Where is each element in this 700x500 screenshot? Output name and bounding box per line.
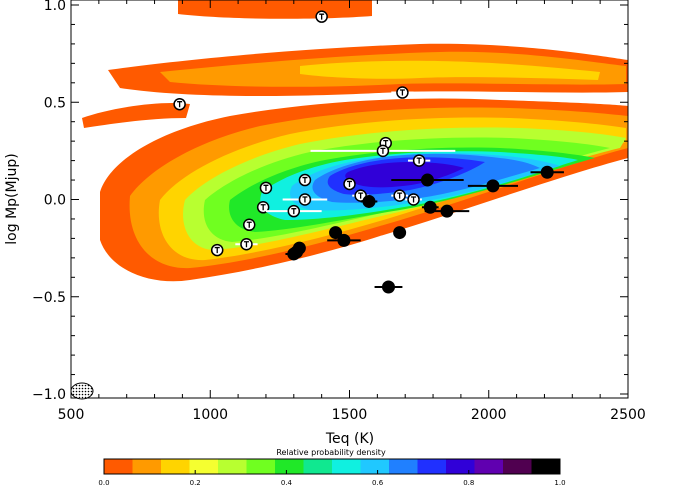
- colorbar-tick-label: 0.8: [463, 479, 474, 487]
- planet-point-glyph: [416, 157, 422, 164]
- planet-point-filled: [287, 247, 301, 261]
- planet-point-glyph: [397, 192, 403, 199]
- colorbar-swatch: [417, 459, 447, 474]
- planet-point-glyph: [263, 184, 269, 191]
- y-tick-label: −1.0: [32, 387, 66, 403]
- planet-point-glyph: [319, 13, 325, 20]
- colorbar-swatch: [389, 459, 418, 474]
- density-background: [82, 0, 628, 282]
- planet-point-glyph: [302, 196, 308, 203]
- planet-point-glyph: [291, 208, 297, 215]
- planet-point-glyph: [358, 192, 364, 199]
- planet-point-filled: [440, 204, 454, 218]
- density-band-upper-core: [300, 60, 600, 80]
- planet-point-glyph: [177, 101, 183, 108]
- colorbar-tick-label: 0.2: [190, 479, 201, 487]
- planet-point-filled: [393, 226, 407, 240]
- x-tick-label: 1000: [192, 407, 228, 423]
- planet-point-glyph: [411, 196, 417, 203]
- x-tick-label: 2500: [610, 407, 646, 423]
- planet-point-filled: [381, 280, 395, 294]
- planet-point-filled: [337, 233, 351, 247]
- colorbar-tick-label: 1.0: [554, 479, 565, 487]
- x-axis-label: Teq (K): [325, 431, 374, 447]
- colorbar-tick-label: 0.6: [372, 479, 384, 487]
- planet-point-glyph: [380, 147, 386, 154]
- planet-point-filled: [329, 226, 343, 240]
- y-axis: 1.0 0.5 0.0 −0.5 −1.0: [32, 0, 628, 403]
- colorbar-tick-label: 0.0: [98, 479, 109, 487]
- planet-point-filled: [362, 194, 376, 208]
- y-tick-label: 1.0: [44, 0, 66, 14]
- colorbar-swatch: [360, 459, 390, 474]
- planet-point-glyph: [383, 139, 389, 147]
- planet-point-glyph: [399, 89, 405, 96]
- y-tick-label: 0.0: [44, 193, 66, 209]
- colorbar-swatch: [246, 459, 276, 474]
- colorbar-tick-label: 0.4: [281, 479, 293, 487]
- colorbar-swatch: [531, 459, 561, 474]
- colorbar-swatch: [503, 459, 532, 474]
- x-axis: 500 1000 1500 2000 2500: [58, 0, 646, 423]
- colorbar-swatch: [132, 459, 162, 474]
- y-axis-label: log Mp(Mjup): [4, 153, 20, 244]
- planet-point-glyph: [243, 241, 249, 248]
- planet-point-glyph: [260, 204, 266, 211]
- planet-point-glyph: [302, 176, 308, 184]
- colorbar-swatch: [161, 459, 190, 474]
- colorbar-swatch: [104, 459, 133, 474]
- planet-point-glyph: [214, 246, 220, 254]
- x-tick-label: 1500: [332, 407, 368, 423]
- planet-point-filled: [486, 179, 500, 193]
- density-main-l11: [345, 162, 464, 188]
- density-blob-top: [178, 0, 372, 19]
- colorbar-swatch: [275, 459, 304, 474]
- colorbar-swatch: [474, 459, 504, 474]
- colorbar-swatch: [189, 459, 219, 474]
- colorbar-frame: [103, 458, 561, 475]
- colorbar-swatch: [446, 459, 475, 474]
- y-tick-label: −0.5: [32, 290, 66, 306]
- planet-point-glyph: [347, 180, 352, 187]
- planet-point-filled: [420, 173, 434, 187]
- planet-point-filled: [540, 165, 554, 179]
- x-tick-label: 500: [58, 407, 85, 423]
- density-strand-left: [82, 102, 190, 128]
- colorbar-swatch: [332, 459, 361, 474]
- data-points: [173, 10, 564, 294]
- planet-point-glyph: [246, 221, 252, 228]
- colorbar-swatch: [303, 459, 333, 474]
- y-tick-label: 0.5: [44, 95, 66, 111]
- colorbar-swatch: [218, 459, 247, 474]
- hatched-reference-marker: [70, 382, 94, 400]
- colorbar-label: Relative probability density: [276, 448, 386, 457]
- colorbar: 0.0 0.2 0.4 0.6 0.8 1.0: [98, 458, 566, 487]
- x-tick-label: 2000: [471, 407, 507, 423]
